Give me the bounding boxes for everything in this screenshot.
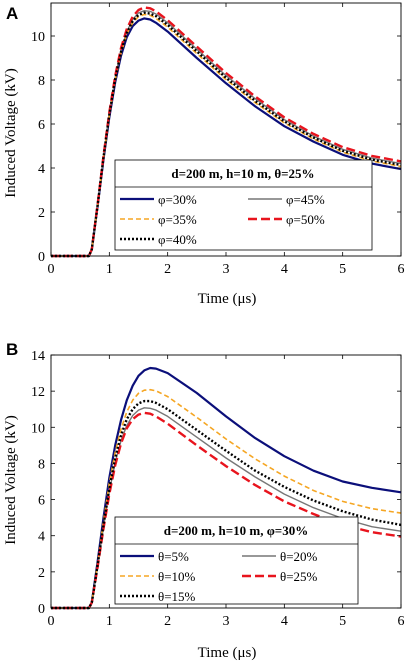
panel-b-xlabel: Time (μs) [198,645,257,661]
panel-a-xlabel: Time (μs) [198,291,257,307]
panel-a-legend-box [114,159,373,251]
panel-b-label: B [6,340,18,359]
panel-b-x-tick-label: 3 [223,614,230,629]
panel-a-y-tick-label: 2 [38,206,45,221]
panel-a-x-tick-label: 3 [223,262,230,277]
panel-b-legend-label-1: θ=5% [158,549,189,564]
panel-a-y-tick-label: 0 [38,250,45,265]
panel-b-x-tick-label: 0 [48,614,55,629]
panel-a-x-tick-label: 2 [164,262,171,277]
panel-a-y-tick-label: 6 [38,118,45,133]
panel-b-y-tick-label: 8 [38,457,45,472]
panel-a-y-tick-label: 8 [38,74,45,89]
panel-b-y-tick-label: 10 [31,421,45,436]
panel-b-y-tick-label: 4 [38,530,45,545]
panel-b-y-tick-label: 14 [31,349,45,364]
panel-b-series-5 [51,399,402,610]
panel-b-legend-label-4: θ=25% [280,569,318,584]
panel-a-series-4 [51,6,402,258]
panel-a-x-tick-label: 6 [398,262,405,277]
panel-b-x-tick-label: 2 [164,614,171,629]
panel-b-legend-label-3: θ=10% [158,569,196,584]
panel-a-legend-label-3: φ=35% [158,212,197,227]
panel-a-y-tick-label: 4 [38,162,45,177]
panel-a-ylabel: Induced Voltage (kV) [3,68,19,197]
panel-b-y-tick-label: 6 [38,494,45,509]
panel-b-x-tick-label: 4 [281,614,288,629]
panel-a-x-tick-label: 0 [48,262,55,277]
panel-a-legend-label-4: φ=50% [286,212,325,227]
panel-a-legend-title: d=200 m, h=10 m, θ=25% [171,166,314,181]
panel-b-legend: d=200 m, h=10 m, φ=30% θ=5% θ=20% θ=10% θ=2… [114,516,359,605]
panel-b-y-tick-label: 0 [38,602,45,617]
panel-b-legend-box [114,516,359,605]
panel-b-legend-label-5: θ=15% [158,589,196,604]
panel-b-series-4 [51,411,402,610]
panel-a-y-tick-label: 10 [31,30,45,45]
panel-b-y-tick-label: 2 [38,566,45,581]
panel-b-x-tick-label: 1 [106,614,113,629]
panel-a-x-tick-label: 1 [106,262,113,277]
panel-a-legend-label-1: φ=30% [158,192,197,207]
panel-a-legend-label-2: φ=45% [286,192,325,207]
panel-a-legend: d=200 m, h=10 m, θ=25% φ=30% φ=45% φ=35% φ=… [114,159,373,251]
panel-b-x-tick-label: 5 [339,614,346,629]
panel-a-label: A [6,4,18,23]
panel-b-x-tick-label: 6 [398,614,405,629]
panel-a-series-5 [51,11,402,258]
panel-a-x-tick-label: 4 [281,262,288,277]
panel-a: A 0 1 2 3 4 5 6 0 2 4 6 8 10 Induced Voltage (kV) Ti… [3,2,405,307]
panel-b-legend-title: d=200 m, h=10 m, φ=30% [164,523,308,538]
panel-b-y-tick-label: 12 [31,385,45,400]
panel-a-x-tick-label: 5 [339,262,346,277]
panel-a-legend-label-5: φ=40% [158,232,197,247]
panel-b-ylabel: Induced Voltage (kV) [3,415,19,544]
panel-b-legend-label-2: θ=20% [280,549,318,564]
